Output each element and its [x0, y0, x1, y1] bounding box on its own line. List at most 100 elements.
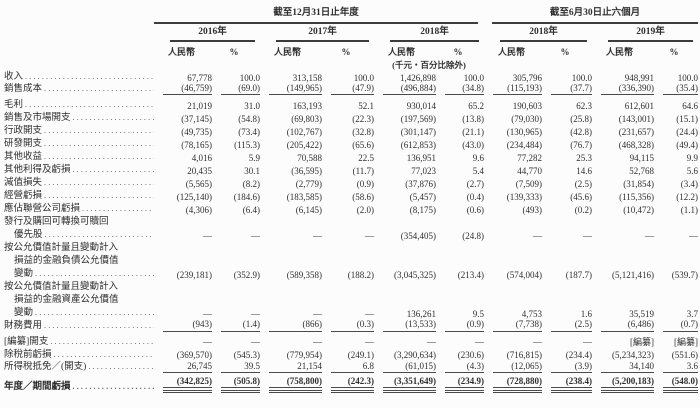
cell-value: (352.9)	[233, 270, 260, 280]
row-label: 按公允價值計量且變動計入	[4, 280, 154, 293]
cell-value: 3.7	[686, 309, 699, 319]
cell-value: 35,519	[629, 309, 655, 319]
cell-value: (5,457)	[409, 192, 436, 202]
cell-value: (2.5)	[574, 179, 593, 189]
cell-value: (0.7)	[654, 319, 699, 334]
cell-value: (574,004)	[506, 270, 543, 280]
cell-value: 305,796	[512, 72, 543, 83]
row-label-text: 按公允價值計量且變動計入	[4, 243, 119, 254]
cell-value: (31,854)	[623, 179, 655, 189]
table-row: 其他利得及虧損.................................…	[4, 163, 698, 176]
row-label-text: 按公允價值計量且變動計入	[4, 282, 119, 293]
row-label-text: 發行及購回可轉換可贖回	[4, 217, 109, 228]
label-column-header	[4, 3, 154, 24]
cell-value: 612,601	[624, 101, 655, 111]
table-row: 減值損失....................................…	[4, 176, 698, 189]
cell-value: —	[313, 309, 322, 319]
cell-value: 136,261	[406, 309, 436, 319]
dot-leader: ........................................…	[82, 204, 154, 214]
cell-value: (61,015)	[374, 361, 436, 376]
prospectus-page: 截至12月31日止年度 截至6月30日止六個月 2016年 2017年 2018年 2…	[0, 3, 700, 396]
table-row: 發行及購回可轉換可贖回	[4, 215, 698, 228]
table-row: 按公允價值計量且變動計入	[4, 280, 698, 293]
cell-value: (3.9)	[542, 361, 593, 376]
currency-header: 人民幣	[168, 47, 196, 58]
cell-value: (78,165)	[181, 140, 212, 150]
table-row: 收入......................................…	[4, 70, 698, 83]
spacer	[154, 58, 374, 70]
dot-leader: ........................................…	[72, 165, 154, 175]
cell-value: 77,023	[411, 166, 436, 176]
cell-value: (493)	[522, 205, 543, 215]
cell-value: 163,193	[292, 101, 322, 111]
cell-value: —	[203, 231, 212, 241]
row-label-text: 損益的金融資產公允價值	[14, 295, 119, 306]
year-header: 2016年	[154, 24, 260, 42]
cell-value: 100.0	[353, 72, 374, 83]
cell-value: —	[645, 231, 655, 241]
cell-value: (37,145)	[181, 114, 212, 124]
cell-value: 9.9	[686, 153, 699, 163]
cell-value: 1,426,898	[400, 72, 436, 83]
cell-value: (3,045,325)	[394, 270, 436, 280]
cell-value: (6,486)	[592, 319, 655, 334]
cell-value: (545.3)	[233, 350, 260, 361]
cell-value: (0.3)	[322, 319, 374, 334]
cell-value: (231,657)	[618, 127, 655, 137]
year-header: 2018年	[484, 24, 592, 42]
cell-value: (13.8)	[462, 114, 485, 124]
cell-value: 313,158	[292, 72, 322, 83]
empty-cells	[154, 254, 698, 267]
year-header-label: 2016年	[170, 27, 255, 42]
cell-value: (213.4)	[457, 270, 485, 280]
cell-value: (58.6)	[352, 192, 374, 202]
percent-header: %	[229, 47, 239, 58]
cell-value: (43.0)	[462, 140, 485, 150]
cell-value: (242.3)	[322, 376, 374, 396]
label-column-header	[4, 42, 154, 58]
cell-value: (234.9)	[436, 376, 485, 396]
cell-value: (249.1)	[347, 350, 374, 361]
cell-value: (73.4)	[238, 127, 260, 137]
table-row: 財務費用....................................…	[4, 319, 699, 334]
cell-value: 4,016	[191, 153, 212, 163]
row-label-text: 毛利	[4, 100, 24, 111]
year-header: 2017年	[260, 24, 374, 42]
cell-value: (54.8)	[238, 114, 260, 124]
row-label: 損益的金融資產公允價值	[4, 293, 154, 306]
table-row: 經營虧損....................................…	[4, 189, 698, 202]
row-label-text: 財務費用	[4, 320, 43, 331]
cell-value: (69,803)	[291, 114, 322, 124]
table-row: 應佔聯營公司虧損................................…	[4, 202, 698, 215]
cell-value: 52,768	[629, 166, 655, 176]
year-header-label: 2018年	[500, 27, 588, 42]
cell-value: (779,954)	[286, 350, 322, 361]
cell-value: (234,484)	[506, 140, 543, 150]
cell-value: —	[251, 337, 260, 348]
cell-value: (46,759)	[154, 83, 212, 98]
row-label: 減值損失....................................…	[4, 176, 154, 189]
row-label: [編纂]開支..................................…	[4, 335, 154, 348]
period-group-interim-label: 截至6月30日止六個月	[492, 8, 699, 24]
cell-value: —	[365, 231, 374, 241]
year-header-label: 2018年	[390, 27, 480, 42]
cell-value: (3,290,634)	[394, 350, 436, 361]
cell-value: —	[203, 309, 212, 319]
cell-value: (6.4)	[242, 205, 260, 215]
cell-value: (4,306)	[185, 205, 212, 215]
row-label: 發行及購回可轉換可贖回	[4, 215, 154, 228]
cell-value: 31.0	[244, 101, 260, 111]
dot-leader: ........................................…	[44, 152, 154, 162]
cell-value: (1.4)	[212, 319, 260, 334]
row-label-text: 經營虧損	[4, 191, 43, 202]
cell-value: 25.3	[576, 153, 593, 163]
dot-leader: ........................................…	[44, 178, 154, 188]
cell-value: (49,735)	[181, 127, 212, 137]
row-label-text: 研發開支	[4, 139, 43, 150]
cell-value: 70,588	[297, 153, 322, 163]
percent-header: %	[669, 47, 679, 58]
table-row: 行政開支....................................…	[4, 124, 698, 137]
dot-leader: ........................................…	[35, 269, 154, 279]
cell-value: —	[583, 337, 593, 348]
cell-value: (34.8)	[436, 83, 485, 98]
